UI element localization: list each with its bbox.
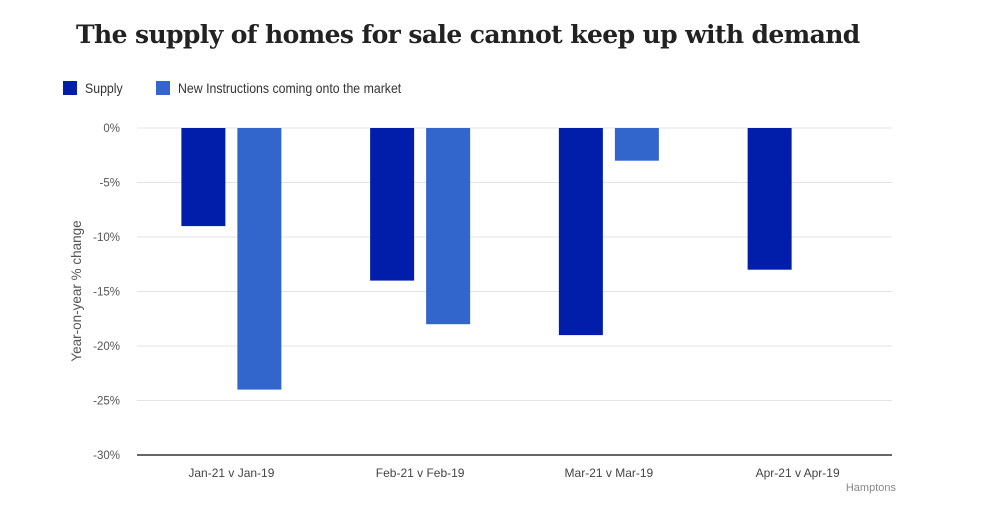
- bar-supply: [370, 128, 415, 281]
- legend-label-new-instructions: New Instructions coming onto the market: [177, 80, 402, 96]
- x-tick-label: Apr-21 v Apr-19: [756, 466, 840, 480]
- y-tick-label: -15%: [93, 287, 120, 299]
- legend-item-supply: Supply: [63, 80, 128, 96]
- legend-label-supply: Supply: [85, 80, 123, 96]
- legend: Supply New Instructions coming onto the …: [63, 80, 459, 96]
- legend-swatch-supply: [63, 81, 77, 95]
- x-tick-label: Jan-21 v Jan-19: [188, 466, 274, 480]
- legend-item-new-instructions: New Instructions coming onto the market: [155, 80, 432, 96]
- y-axis-ticks: 0% -5% -10% -15% -20% -25% -30%: [93, 123, 120, 462]
- y-tick-label: -10%: [93, 232, 120, 244]
- bar-supply: [747, 128, 792, 270]
- y-axis-title: Year-on-year % change: [69, 220, 84, 361]
- legend-swatch-new-instructions: [155, 81, 170, 95]
- bar-supply: [181, 128, 226, 227]
- bars: [181, 128, 792, 390]
- bar-new-instructions: [426, 128, 471, 325]
- y-tick-label: -30%: [93, 450, 120, 462]
- bar-supply: [558, 128, 603, 336]
- bar-new-instructions: [237, 128, 282, 390]
- x-axis-labels: Jan-21 v Jan-19 Feb-21 v Feb-19 Mar-21 v M…: [188, 466, 840, 480]
- y-tick-label: -25%: [93, 396, 120, 408]
- y-tick-label: 0%: [103, 123, 120, 135]
- x-tick-label: Feb-21 v Feb-19: [376, 466, 465, 480]
- bar-new-instructions: [614, 128, 659, 161]
- x-tick-label: Mar-21 v Mar-19: [565, 466, 654, 480]
- source-label: Hamptons: [846, 482, 897, 494]
- chart-title: The supply of homes for sale cannot keep…: [76, 20, 860, 49]
- y-tick-label: -20%: [93, 341, 120, 353]
- y-tick-label: -5%: [100, 178, 120, 190]
